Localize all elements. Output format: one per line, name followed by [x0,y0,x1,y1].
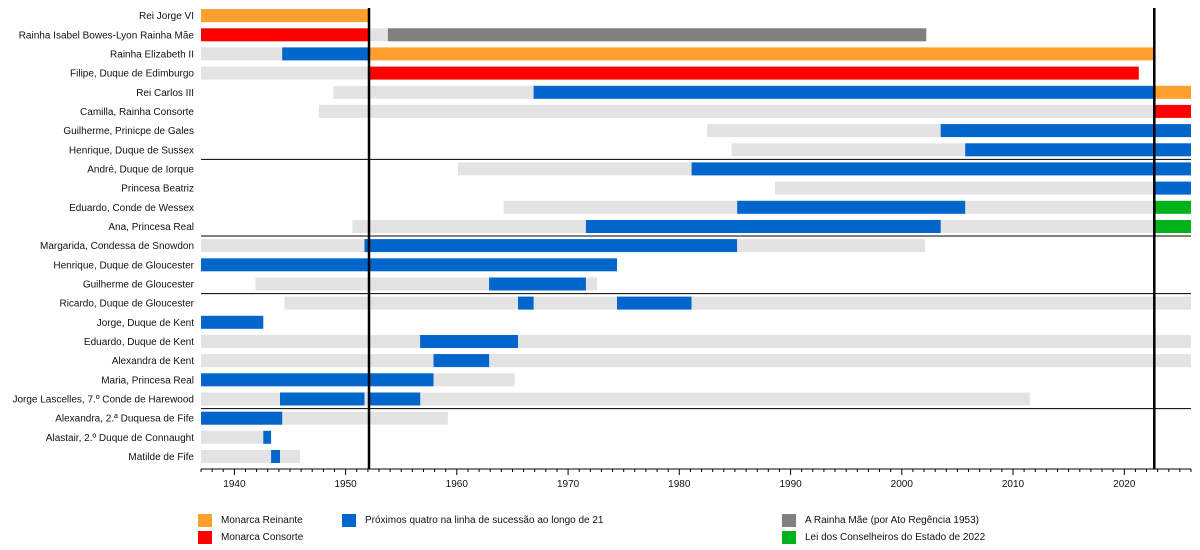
timeline-svg: Rei Jorge VI Rainha Isabel Bowes-Lyon Rai… [12,8,1192,490]
legend-label-consort: Monarca Consorte [221,531,304,543]
bar-lifespan [201,430,272,444]
x-tick-label: 2010 [1002,479,1025,490]
legend-item-queen-mother: A Rainha Mãe (por Ato Regência 1953) [782,513,979,527]
bar-consort [369,66,1139,80]
legend-swatch-queen-mother [782,513,796,527]
row-label: Alastair, 2.º Duque de Connaught [46,433,194,444]
row-label: Rainha Elizabeth II [110,49,194,60]
row-label: Alexandra de Kent [112,356,195,367]
row-label: Ana, Princesa Real [108,222,194,233]
bar-succession [518,296,534,310]
bar-lifespan [318,104,1155,118]
x-tick-label: 2020 [1113,479,1136,490]
bar-succession [369,392,421,406]
row-label: Guilherme de Gloucester [83,279,195,290]
row-label: Eduardo, Conde de Wessex [69,203,194,214]
bar-succession [489,277,586,291]
row-label: Rainha Isabel Bowes-Lyon Rainha Mãe [19,30,195,41]
bar-counsellors [1154,200,1191,214]
bar-lifespan [201,47,283,61]
bar-succession [1154,181,1191,195]
bar-lifespan [201,335,1191,348]
bar-lifespan [284,296,1191,310]
bar-queen_mother [387,28,927,42]
bar-reigning [201,9,369,23]
legend: Monarca Reinante Monarca Consorte Próxim… [0,505,1200,550]
row-label: Jorge, Duque de Kent [97,318,195,329]
bar-succession [364,239,738,253]
x-tick-label: 1990 [779,479,802,490]
bar-lifespan [775,181,1191,195]
timeline-chart: Rei Jorge VI Rainha Isabel Bowes-Lyon Rai… [12,8,1192,490]
legend-swatch-succession [342,513,356,527]
bar-succession [271,450,280,463]
legend-item-succession: Próximos quatro na linha de sucessão ao … [342,513,604,527]
x-tick-label: 1980 [668,479,691,490]
row-label: Jorge Lascelles, 7.º Conde de Harewood [12,394,194,405]
row-label: Princesa Beatriz [121,184,194,195]
bar-reigning [1154,85,1191,99]
bar-lifespan [201,450,300,463]
x-tick-label: 1960 [446,479,469,490]
row-label: André, Duque de Iorque [87,164,194,175]
bar-succession [201,258,617,272]
x-tick-label: 2000 [891,479,914,490]
legend-label-succession: Próximos quatro na linha de sucessão ao … [365,514,604,526]
bar-counsellors [1154,220,1191,233]
bar-succession [282,47,369,61]
bar-lifespan [201,354,1191,368]
bar-succession [201,411,283,425]
bar-succession [420,335,518,348]
row-label: Henrique, Duque de Sussex [69,145,194,156]
legend-label-queen-mother: A Rainha Mãe (por Ato Regência 1953) [805,514,979,526]
bar-reigning [369,47,1155,61]
bar-succession [201,373,434,387]
legend-item-consort: Monarca Consorte [198,530,303,544]
legend-swatch-consort [198,530,212,544]
bar-succession [201,315,264,329]
bar-succession [617,296,692,310]
bar-succession [737,200,966,214]
row-label: Maria, Princesa Real [101,375,194,386]
legend-label-reigning: Monarca Reinante [221,514,303,526]
row-label: Eduardo, Duque de Kent [84,337,194,348]
bar-succession [965,143,1191,157]
bar-succession [940,124,1191,138]
row-label: Margarida, Condessa de Snowdon [40,241,194,252]
bar-succession [691,162,1191,176]
row-label: Guilherme, Prinicpe de Gales [63,126,194,137]
legend-swatch-counsellors [782,530,796,544]
bar-succession [433,354,490,368]
x-tick-label: 1940 [223,479,246,490]
bar-consort [201,28,369,42]
row-label: Henrique, Duque de Gloucester [53,260,194,271]
bar-consort [1154,104,1191,118]
bar-succession [533,85,1155,99]
legend-swatch-reigning [198,513,212,527]
bar-succession [263,430,272,444]
row-label: Rei Jorge VI [139,11,194,22]
bar-succession [280,392,365,406]
legend-item-reigning: Monarca Reinante [198,513,303,527]
legend-item-counsellors: Lei dos Conselheiros do Estado de 2022 [782,530,985,544]
legend-label-counsellors: Lei dos Conselheiros do Estado de 2022 [805,531,986,543]
row-label: Alexandra, 2.ª Duquesa de Fife [55,414,194,425]
x-tick-label: 1970 [557,479,580,490]
row-label: Matilde de Fife [128,452,194,463]
bar-succession [585,220,941,233]
row-label: Ricardo, Duque de Gloucester [59,299,194,310]
row-label: Filipe, Duque de Edimburgo [70,69,194,80]
x-tick-label: 1950 [334,479,357,490]
bar-lifespan [201,66,369,80]
row-label: Camilla, Rainha Consorte [80,107,194,118]
row-label: Rei Carlos III [136,88,194,99]
